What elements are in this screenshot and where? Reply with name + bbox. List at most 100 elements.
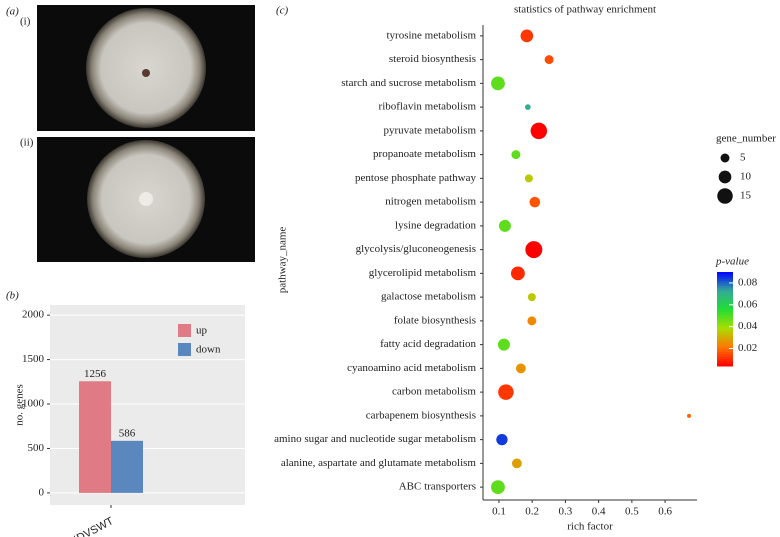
colorbar-slice [717,328,733,332]
x-tick-label: 0.3 [559,506,573,518]
colorbar-slice [717,347,733,351]
y-tick-label: tyrosine metabolism [386,29,476,41]
bar [111,440,143,493]
colorbar-slice [717,286,733,289]
colorbar-slice [717,311,733,315]
bubble [544,55,554,65]
y-tick-label: folate biosynthesis [394,314,476,326]
colorbar-slice [717,279,733,282]
y-tick-label: propanoate metabolism [373,148,476,160]
colorbar-slice [717,297,733,301]
colorbar-slice [717,288,733,292]
y-tick-label: starch and sucrose metabolism [341,77,476,89]
y-tick-label: riboflavin metabolism [379,101,477,113]
colorbar-slice [717,356,733,360]
y-tick-label: 1500 [22,353,45,365]
bubble [525,241,543,259]
bubble [687,413,692,418]
x-tick-label: KDVSWT [68,515,115,537]
y-tick-label: steroid biosynthesis [389,53,476,65]
y-tick-label: pyruvate metabolism [383,124,476,136]
y-tick-label: ABC transporters [399,481,476,493]
legend-label: down [196,344,221,356]
y-tick-label: 1000 [22,398,45,410]
colorbar-slice [717,349,733,353]
colorbar-slice [717,354,733,358]
colorbar-slice [717,342,733,346]
colorbar-slice [717,314,733,318]
y-axis-label: pathway_name [277,227,289,294]
bubble [524,174,533,183]
colorbar-slice [717,295,733,299]
y-tick-label: fatty acid degradation [380,338,476,350]
y-tick-label: 500 [28,442,45,454]
colorbar-slice [717,293,733,296]
size-legend-label: 15 [740,190,752,202]
y-tick-label: nitrogen metabolism [385,196,476,208]
y-tick-label: galactose metabolism [381,291,476,303]
colorbar-slice [717,344,733,348]
bubble [529,196,541,208]
y-axis-label: no. genes [14,384,26,426]
size-legend-label: 5 [740,152,746,164]
bubble [498,219,511,232]
x-tick-label: 0.5 [625,506,639,518]
y-tick-label: 2000 [22,309,45,321]
y-tick-label: amino sugar and nucleotide sugar metabol… [274,433,476,445]
panel-label: (a) [6,6,19,18]
y-tick-label: alanine, aspartate and glutamate metabol… [281,457,477,469]
bubble [510,266,525,281]
colorbar-label: 0.04 [738,320,758,332]
colorbar-slice [717,330,733,334]
colorbar-slice [717,300,733,304]
size-legend-dot [717,188,733,204]
bubble [530,122,548,140]
colorbar-slice [717,361,733,365]
y-tick-label: cyanoamino acid metabolism [347,362,476,374]
y-tick-label: lysine degradation [395,219,476,231]
colorbar-label: 0.02 [738,342,757,354]
bubble [515,363,526,374]
panel-label: (c) [276,5,289,17]
inoculum [139,192,153,206]
chart-title: statistics of pathway enrichment [514,4,656,16]
bubble-chart: (c) statistics of pathway enrichment 0.1 0.… [274,4,776,533]
colorbar-slice [717,333,733,336]
colorbar-slice [717,302,733,306]
colorbar-slice [717,276,733,280]
bubble [491,480,505,495]
color-legend-title: p-value [715,256,749,268]
bubble [497,338,510,351]
bubble [496,433,508,446]
colorbar-slice [717,363,733,367]
bubble [511,458,522,469]
value-label: 1256 [84,368,107,380]
x-tick-label: 0.6 [658,506,672,518]
legend-swatch [178,324,191,337]
colorbar-slice [717,340,733,343]
panel-label: (b) [6,290,19,302]
inoculum [142,69,150,77]
colorbar-slice [717,304,733,308]
colorbar-slice [717,358,733,362]
bubble [527,293,536,302]
x-tick-label: 0.2 [525,506,539,518]
colorbar-slice [717,326,733,329]
colorbar-slice [717,316,733,320]
colorbar-slice [717,337,733,341]
colorbar-slice [717,319,733,322]
colorbar-slice [717,323,733,327]
petri-dish [86,8,206,128]
size-legend-dot [720,153,730,163]
colorbar-label: 0.08 [738,276,758,288]
bubble [498,384,514,400]
colorbar-slice [717,272,733,275]
value-label: 586 [119,427,136,439]
y-tick-label: 0 [39,486,45,498]
y-tick-label: carbon metabolism [392,386,476,398]
y-tick-label: glycolysis/gluconeogenesis [356,243,476,255]
size-legend-title: gene_number [716,133,776,145]
bubble [511,150,521,160]
bubble [491,76,505,91]
